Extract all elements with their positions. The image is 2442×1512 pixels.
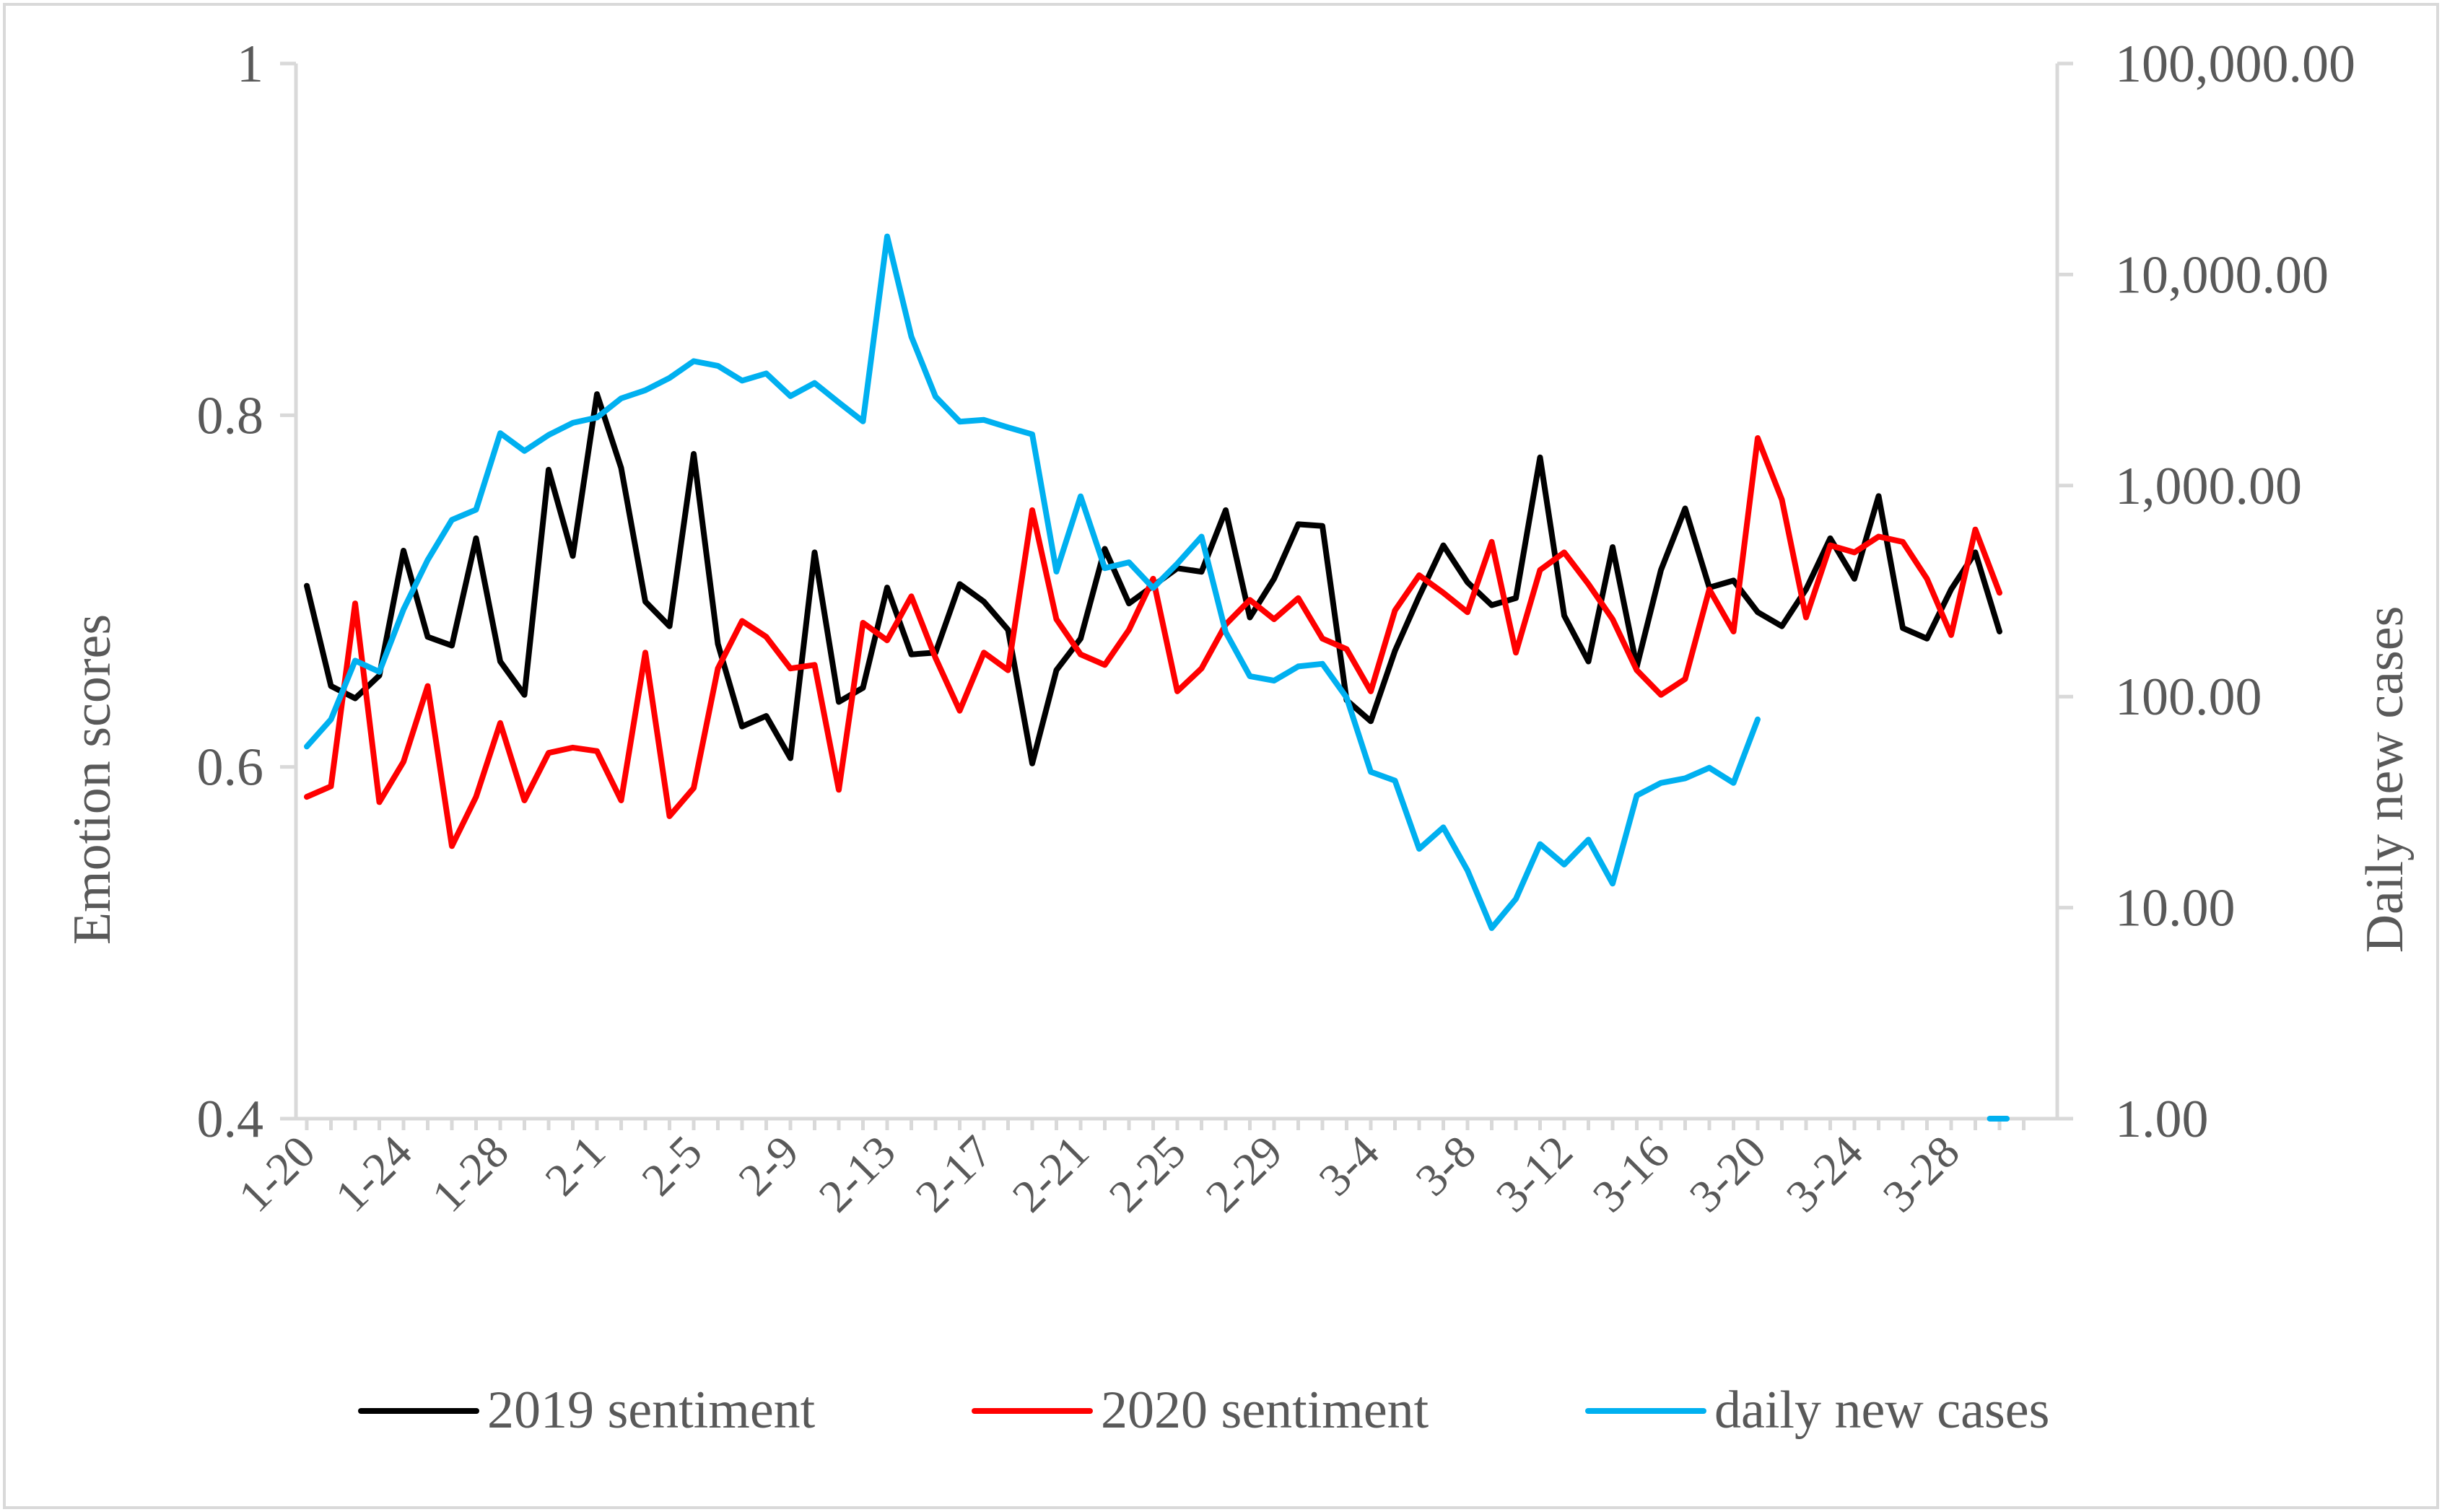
left-tick-label: 0.8 xyxy=(197,386,264,445)
left-tick-label: 0.4 xyxy=(197,1090,264,1149)
chart-border xyxy=(3,3,2439,1509)
x-tick-marks xyxy=(305,1119,2025,1130)
right-tick-label: 10,000.00 xyxy=(2115,245,2329,305)
right-tick-label: 100.00 xyxy=(2115,668,2262,727)
legend-label-2019: 2019 sentiment xyxy=(487,1381,816,1440)
legend-item-cases: daily new cases xyxy=(1585,1381,2049,1440)
legend-item-2019: 2019 sentiment xyxy=(358,1381,816,1440)
legend: 2019 sentiment 2020 sentiment daily new … xyxy=(358,1381,2049,1440)
left-tick-label: 0.6 xyxy=(197,738,264,797)
y2-axis-title: Daily new cases xyxy=(2355,606,2415,953)
legend-label-2020: 2020 sentiment xyxy=(1101,1381,1429,1440)
left-tick-labels: 0.4 0.6 0.8 1 xyxy=(197,35,296,1149)
series-2020-sentiment xyxy=(304,435,2002,849)
series-group xyxy=(304,233,2010,1122)
right-tick-labels: 1.00 10.00 100.00 1,000.00 10,000.00 100,000.… xyxy=(2057,35,2355,1149)
right-tick-label: 100,000.00 xyxy=(2115,35,2355,94)
left-tick-label: 1 xyxy=(237,35,263,94)
legend-label-cases: daily new cases xyxy=(1714,1381,2049,1440)
right-tick-label: 1,000.00 xyxy=(2115,457,2302,516)
right-tick-label: 10.00 xyxy=(2115,879,2236,938)
series-daily-new-cases xyxy=(304,233,1761,931)
right-tick-label: 1.00 xyxy=(2115,1090,2209,1149)
y-axis-title: Emotion scores xyxy=(63,614,122,945)
legend-item-2020: 2020 sentiment xyxy=(972,1381,1429,1440)
